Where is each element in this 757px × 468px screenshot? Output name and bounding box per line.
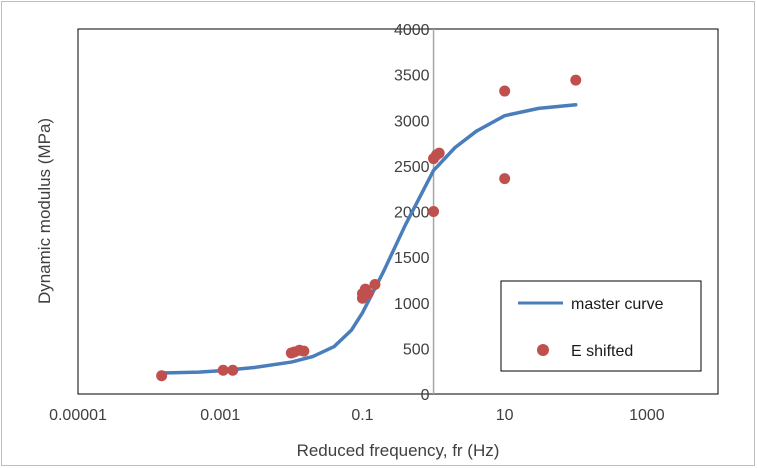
plot-area bbox=[77, 28, 719, 395]
e-shifted-point bbox=[499, 173, 511, 185]
legend-label-master-curve: master curve bbox=[571, 296, 664, 313]
legend-marker-swatch bbox=[537, 344, 549, 356]
legend-label-e-shifted: E shifted bbox=[571, 343, 633, 360]
e-shifted-point bbox=[499, 85, 511, 97]
legend-box bbox=[500, 280, 702, 372]
y-tick-label: 3500 bbox=[394, 68, 430, 85]
y-tick-label: 1000 bbox=[394, 296, 430, 313]
y-axis-title: Dynamic modulus (MPa) bbox=[35, 118, 54, 304]
e-shifted-point bbox=[369, 279, 381, 290]
e-shifted-point bbox=[298, 345, 310, 357]
e-shifted-point bbox=[362, 288, 374, 300]
y-tick-label: 1500 bbox=[394, 250, 430, 267]
x-tick-label: 1000 bbox=[629, 407, 665, 424]
y-tick-label: 4000 bbox=[394, 22, 430, 39]
e-shifted-point bbox=[217, 364, 229, 376]
x-tick-label: 10 bbox=[496, 407, 514, 424]
y-tick-label: 0 bbox=[421, 387, 430, 404]
y-tick-label: 2500 bbox=[394, 159, 430, 176]
y-tick-label: 500 bbox=[403, 341, 430, 358]
x-tick-label: 0.00001 bbox=[49, 407, 107, 424]
e-shifted-point bbox=[428, 206, 440, 217]
x-tick-label: 0.1 bbox=[351, 407, 373, 424]
e-shifted-point bbox=[433, 147, 445, 159]
e-shifted-point bbox=[570, 74, 582, 86]
y-tick-label: 3000 bbox=[394, 113, 430, 130]
e-shifted-point bbox=[227, 364, 239, 376]
master-curve-line bbox=[159, 102, 578, 375]
x-axis-title: Reduced frequency, fr (Hz) bbox=[297, 441, 500, 460]
legend: master curve E shifted bbox=[500, 280, 702, 372]
x-tick-label: 0.001 bbox=[200, 407, 240, 424]
e-shifted-point bbox=[156, 370, 168, 382]
